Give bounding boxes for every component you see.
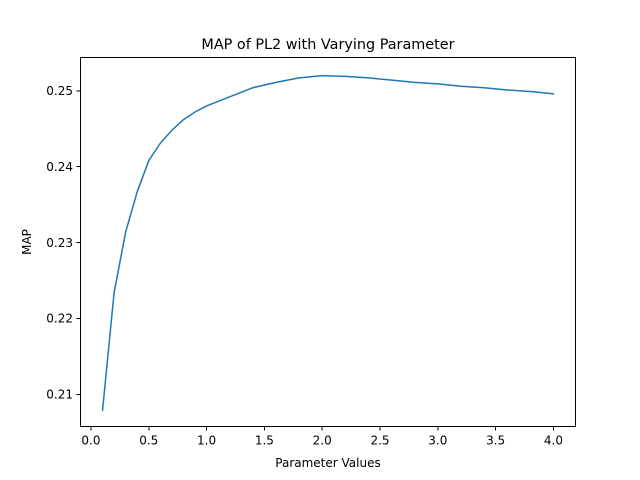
y-tick-label: 0.25 xyxy=(46,84,73,98)
y-tick-label: 0.22 xyxy=(46,312,73,326)
y-tick-label: 0.23 xyxy=(46,236,73,250)
y-axis-ticks: 0.21 0.22 0.23 0.24 0.25 xyxy=(46,84,80,402)
plot-area: 0.0 0.5 1.0 1.5 2.0 2.5 3.0 3.5 4.0 0.21 0.22 0.23… xyxy=(46,57,576,448)
y-axis-label: MAP xyxy=(20,229,34,255)
x-tick-label: 2.5 xyxy=(370,434,389,448)
x-tick-label: 0.5 xyxy=(139,434,158,448)
x-axis-ticks: 0.0 0.5 1.0 1.5 2.0 2.5 3.0 3.5 4.0 xyxy=(81,427,563,448)
x-tick-label: 1.0 xyxy=(197,434,216,448)
x-tick-label: 3.5 xyxy=(486,434,505,448)
series-line xyxy=(101,74,555,412)
x-tick-label: 4.0 xyxy=(544,434,563,448)
series-layer xyxy=(101,74,555,412)
x-tick-label: 2.0 xyxy=(313,434,332,448)
x-tick-label: 0.0 xyxy=(81,434,100,448)
y-tick-label: 0.24 xyxy=(46,160,73,174)
y-tick-label: 0.21 xyxy=(46,388,73,402)
x-axis-label: Parameter Values xyxy=(275,456,380,470)
x-tick-label: 3.0 xyxy=(428,434,447,448)
axes-frame xyxy=(80,57,576,427)
x-tick-label: 1.5 xyxy=(255,434,274,448)
chart-title: MAP of PL2 with Varying Parameter xyxy=(201,37,454,53)
